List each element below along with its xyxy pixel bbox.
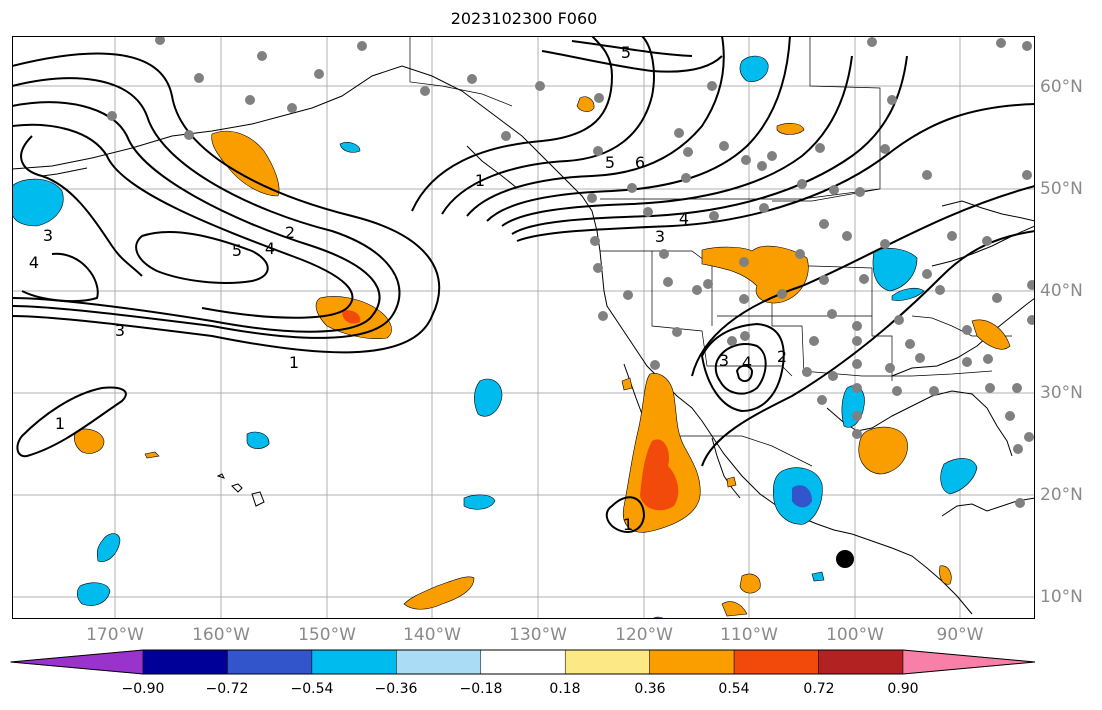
contour-label: 4 <box>679 209 689 228</box>
contour-label: 3 <box>719 351 729 370</box>
colorbar-tick-label: −0.72 <box>205 681 249 697</box>
lat-label: 10°N <box>1040 587 1083 607</box>
colorbar-segment <box>311 649 397 675</box>
contour-label: 1 <box>55 414 65 433</box>
colorbar <box>10 649 1036 675</box>
contour-label: 3 <box>43 226 53 245</box>
contour-label: 5 <box>605 153 615 172</box>
colorbar-segment <box>480 649 566 675</box>
contour-label: 1 <box>475 171 485 190</box>
graticule <box>12 36 1035 619</box>
contour-label: 5 <box>232 241 242 260</box>
colorbar-segment <box>227 649 313 675</box>
colorbar-tick-label: −0.90 <box>121 681 165 697</box>
map-panel: 5 5 6 1 4 3 3 4 5 4 2 3 1 1 3 4 2 1 <box>12 36 1035 619</box>
lat-label: 30°N <box>1040 383 1083 403</box>
station-markers <box>107 36 1035 508</box>
colorbar-segment <box>649 649 735 675</box>
colorbar-tick-label: −0.54 <box>290 681 334 697</box>
lat-label: 60°N <box>1040 77 1083 97</box>
contour-label: 3 <box>655 227 665 246</box>
contour-labels: 5 5 6 1 4 3 3 4 5 4 2 3 1 1 3 4 2 1 <box>29 43 787 534</box>
colorbar-tick-label: 0.90 <box>887 681 919 697</box>
contour-label: 1 <box>623 515 633 534</box>
negative-anomaly-fill <box>12 55 978 619</box>
colorbar-tick-label: −0.36 <box>374 681 418 697</box>
contour-label: 4 <box>742 353 752 372</box>
lat-label: 40°N <box>1040 281 1083 301</box>
colorbar-segment <box>818 649 904 675</box>
highlight-marker <box>836 550 854 568</box>
lon-label: 110°W <box>720 625 778 645</box>
colorbar-segment <box>564 649 650 675</box>
lon-label: 150°W <box>298 625 356 645</box>
contour-label: 2 <box>777 347 787 366</box>
colorbar-segment <box>733 649 819 675</box>
contour-label: 6 <box>635 153 645 172</box>
lon-label: 170°W <box>86 625 144 645</box>
lat-label: 20°N <box>1040 485 1083 505</box>
colorbar-extend-low <box>10 649 144 675</box>
colorbar-tick-label: 0.18 <box>549 681 581 697</box>
lon-label: 100°W <box>826 625 884 645</box>
lon-label: 140°W <box>403 625 461 645</box>
colorbar-tick-label: 0.36 <box>634 681 666 697</box>
colorbar-tick-label: 0.72 <box>803 681 835 697</box>
lat-label: 50°N <box>1040 179 1083 199</box>
lon-label: 90°W <box>936 625 984 645</box>
contour-label: 1 <box>289 353 299 372</box>
contour-label: 4 <box>265 239 275 258</box>
lon-label: 120°W <box>615 625 673 645</box>
colorbar-tick-label: 0.54 <box>718 681 750 697</box>
colorbar-tick-label: −0.18 <box>459 681 503 697</box>
map-title: 2023102300 F060 <box>450 9 598 28</box>
colorbar-segment <box>396 649 482 675</box>
colorbar-segment <box>142 649 228 675</box>
lon-label: 160°W <box>192 625 250 645</box>
lon-label: 130°W <box>509 625 567 645</box>
contour-label: 3 <box>115 321 125 340</box>
positive-anomaly-fill <box>73 96 1011 617</box>
contour-label: 5 <box>621 43 631 62</box>
contour-label: 4 <box>29 253 39 272</box>
colorbar-extend-high <box>902 649 1036 675</box>
contour-label: 2 <box>285 223 295 242</box>
